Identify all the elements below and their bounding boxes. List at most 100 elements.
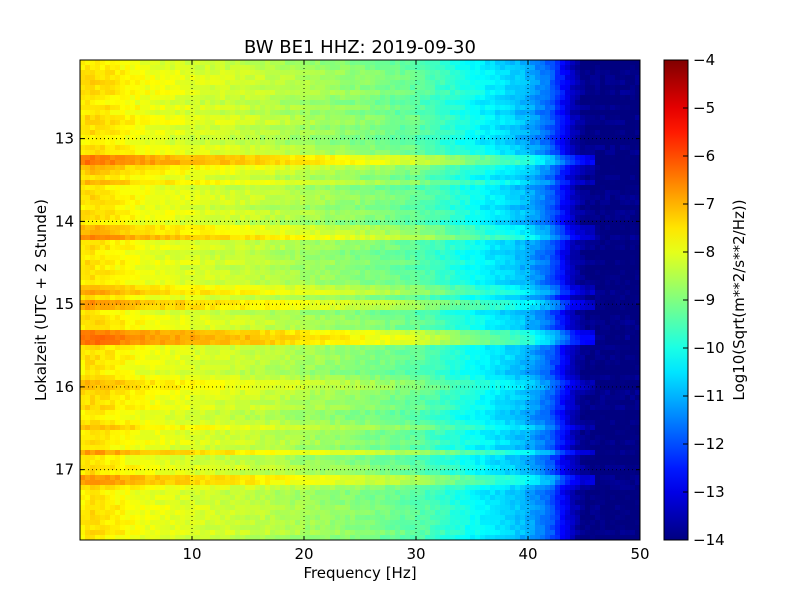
heatmap-cell [150,220,156,226]
heatmap-cell [155,90,161,96]
heatmap-cell [510,275,516,281]
heatmap-cell [355,125,361,131]
heatmap-cell [430,110,436,116]
heatmap-cell [605,90,611,96]
heatmap-cell [515,125,521,131]
heatmap-cell [485,260,491,266]
heatmap-cell [475,65,481,71]
heatmap-cell [120,270,126,276]
heatmap-cell [455,85,461,91]
heatmap-cell [280,150,286,156]
heatmap-cell [420,180,426,186]
heatmap-cell [520,270,526,276]
heatmap-cell [220,125,226,131]
heatmap-cell [205,255,211,261]
heatmap-cell [185,110,191,116]
heatmap-cell [340,60,346,66]
heatmap-cell [115,180,121,186]
heatmap-cell [185,235,191,241]
heatmap-cell [485,80,491,86]
heatmap-cell [480,270,486,276]
heatmap-cell [250,115,256,121]
heatmap-cell [225,100,231,106]
heatmap-cell [460,225,466,231]
heatmap-cell [225,130,231,136]
heatmap-cell [340,230,346,236]
heatmap-cell [625,85,631,91]
heatmap-cell [275,60,281,66]
heatmap-cell [150,145,156,151]
heatmap-cell [115,140,121,146]
heatmap-cell [155,150,161,156]
heatmap-cell [100,70,106,76]
heatmap-cell [160,180,166,186]
heatmap-cell [130,270,136,276]
heatmap-cell [635,105,640,111]
heatmap-cell [450,165,456,171]
heatmap-cell [260,105,266,111]
heatmap-cell [285,95,291,101]
heatmap-cell [295,105,301,111]
heatmap-cell [90,75,96,81]
heatmap-cell [590,80,596,86]
heatmap-cell [230,195,236,201]
heatmap-cell [605,255,611,261]
heatmap-cell [425,155,431,161]
heatmap-cell [330,235,336,241]
heatmap-cell [180,265,186,271]
heatmap-cell [525,140,531,146]
heatmap-cell [385,90,391,96]
heatmap-cell [560,160,566,166]
heatmap-cell [80,85,86,91]
heatmap-cell [595,275,601,281]
heatmap-cell [500,60,506,66]
heatmap-cell [350,230,356,236]
heatmap-cell [565,170,571,176]
heatmap-cell [145,220,151,226]
heatmap-cell [625,160,631,166]
heatmap-cell [500,210,506,216]
heatmap-cell [320,260,326,266]
heatmap-cell [390,150,396,156]
heatmap-cell [80,100,86,106]
heatmap-cell [520,245,526,251]
heatmap-cell [160,135,166,141]
heatmap-cell [275,120,281,126]
heatmap-cell [480,75,486,81]
heatmap-cell [370,225,376,231]
heatmap-cell [370,215,376,221]
heatmap-cell [335,185,341,191]
heatmap-cell [530,75,536,81]
heatmap-cell [170,225,176,231]
heatmap-cell [300,170,306,176]
heatmap-cell [495,210,501,216]
heatmap-cell [380,90,386,96]
heatmap-cell [310,65,316,71]
heatmap-cell [145,190,151,196]
heatmap-cell [270,120,276,126]
heatmap-cell [480,155,486,161]
heatmap-cell [445,170,451,176]
heatmap-cell [345,190,351,196]
heatmap-cell [460,120,466,126]
heatmap-cell [585,270,591,276]
heatmap-cell [305,205,311,211]
heatmap-cell [190,135,196,141]
heatmap-cell [395,230,401,236]
heatmap-cell [540,230,546,236]
heatmap-cell [285,245,291,251]
heatmap-cell [115,235,121,241]
heatmap-cell [335,175,341,181]
heatmap-cell [265,65,271,71]
heatmap-cell [165,100,171,106]
heatmap-cell [120,205,126,211]
heatmap-cell [140,165,146,171]
heatmap-cell [325,80,331,86]
heatmap-cell [260,250,266,256]
heatmap-cell [185,100,191,106]
heatmap-cell [485,250,491,256]
heatmap-cell [370,210,376,216]
heatmap-cell [215,180,221,186]
heatmap-cell [305,170,311,176]
heatmap-cell [430,105,436,111]
